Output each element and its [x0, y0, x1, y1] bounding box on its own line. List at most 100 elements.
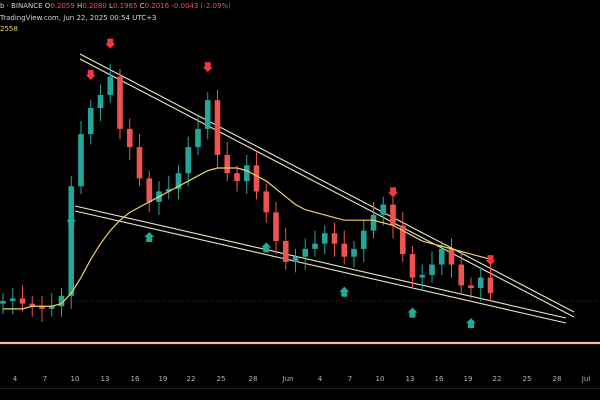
x-tick-label: 22 [186, 375, 196, 383]
change-value: -0.0043 (-2.09%) [171, 2, 231, 10]
candle-body [263, 191, 270, 213]
buy-arrow-icon [466, 318, 476, 329]
candle-body [292, 256, 299, 262]
wedge-lower-line-b [74, 210, 567, 324]
candle-body [419, 274, 426, 278]
candle-body [380, 204, 387, 215]
x-tick-label: 7 [347, 375, 353, 383]
buy-arrow-icon [339, 286, 350, 297]
ma-legend-row: 2558 [0, 24, 18, 34]
candle-body [234, 173, 240, 182]
x-tick-label: 4 [317, 375, 323, 383]
candle-body [204, 100, 211, 129]
candle-body [243, 165, 250, 182]
buy-arrow-icon [407, 307, 418, 318]
candle-body [117, 76, 123, 129]
candle-body [195, 128, 201, 148]
header-symbol-row: b · BINANCE O0.2059 H0.2080 L0.1965 C0.2… [0, 0, 231, 12]
buy-arrow-icon [144, 232, 155, 242]
candle-body [39, 306, 45, 309]
ma-legend-value[interactable]: 2558 [0, 25, 18, 33]
low-value: 0.1965 [112, 2, 138, 10]
candle-body [331, 233, 338, 244]
candle-body [468, 285, 474, 288]
buy-arrow-icon [66, 216, 77, 227]
sell-arrow-icon [85, 69, 96, 80]
sell-arrow-icon [105, 38, 116, 49]
sell-arrow-icon [202, 62, 213, 73]
candle-body [136, 147, 143, 179]
close-value: 0.2016 [144, 2, 170, 10]
sell-arrow-icon [388, 187, 398, 198]
x-tick-label: Jul [581, 375, 591, 383]
tradingview-watermark: TradingView.com, Jun 22, 2025 00:54 UTC+… [0, 14, 157, 22]
candle-body [253, 165, 260, 192]
candle-body [438, 248, 445, 265]
symbol-label[interactable]: b · BINANCE [0, 2, 43, 10]
buy-arrow-icon [261, 242, 272, 253]
candle-body [360, 230, 367, 249]
x-tick-label: 16 [434, 375, 444, 383]
candle-body [175, 173, 182, 189]
x-tick-label: 19 [158, 375, 168, 383]
candle-body [97, 94, 104, 108]
candle-body [146, 178, 153, 202]
wedge-upper-line-b [79, 58, 575, 318]
candle-body [48, 306, 55, 309]
candle-body [321, 233, 328, 244]
candle-body [477, 277, 484, 288]
x-tick-label: Jun [282, 375, 294, 383]
candle-body [87, 108, 94, 135]
x-tick-label: 25 [522, 375, 532, 383]
high-value: 0.2080 [82, 2, 107, 10]
candle-body [126, 128, 133, 148]
time-axis[interactable]: 4 7 10 13 16 19 22 25 28 Jun 4 7 10 13 16 19 22 25 28 Jul [0, 372, 600, 386]
candle-body [390, 204, 396, 226]
candle-body [448, 248, 455, 265]
low-key: L [109, 2, 113, 10]
watermark-row: TradingView.com, Jun 22, 2025 00:54 UTC+… [0, 12, 156, 24]
open-key: O [44, 2, 51, 10]
candle-body [224, 154, 231, 174]
candle-body [273, 212, 279, 242]
price-chart[interactable] [0, 0, 600, 372]
candle-body [9, 298, 16, 302]
candle-body [214, 100, 221, 155]
x-tick-label: 28 [552, 375, 562, 383]
x-tick-label: 22 [492, 375, 502, 383]
x-tick-label: 28 [248, 375, 258, 383]
x-tick-label: 10 [375, 375, 385, 383]
candle-body [19, 298, 26, 304]
x-tick-label: 7 [42, 375, 48, 383]
candle-body [68, 186, 75, 296]
candle-body [282, 241, 289, 262]
x-tick-label: 13 [405, 375, 415, 383]
x-tick-label: 4 [12, 375, 18, 383]
x-tick-label: 16 [130, 375, 140, 383]
candle-body [78, 134, 84, 187]
candle-body [165, 188, 172, 192]
candle-body [312, 243, 318, 249]
close-key: C [139, 2, 145, 10]
x-tick-label: 19 [463, 375, 473, 383]
candle-body [487, 277, 494, 294]
open-value: 0.2059 [50, 2, 75, 10]
x-tick-label: 13 [100, 375, 110, 383]
wedge-lower-line-a [74, 205, 567, 319]
candle-body [107, 76, 114, 95]
candle-body [351, 248, 357, 257]
candle-body [302, 248, 309, 257]
candle-body [341, 243, 348, 257]
x-tick-label: 10 [70, 375, 80, 383]
moving-average-line [3, 167, 491, 310]
high-key: H [77, 2, 83, 10]
candle-body [429, 264, 435, 275]
wedge-upper-line-a [79, 53, 575, 313]
candle-body [370, 214, 377, 231]
candle-body [409, 254, 416, 278]
sell-arrow-icon [485, 255, 496, 266]
candle-body [58, 295, 65, 307]
candle-body [29, 303, 36, 307]
candle-body [399, 225, 406, 255]
